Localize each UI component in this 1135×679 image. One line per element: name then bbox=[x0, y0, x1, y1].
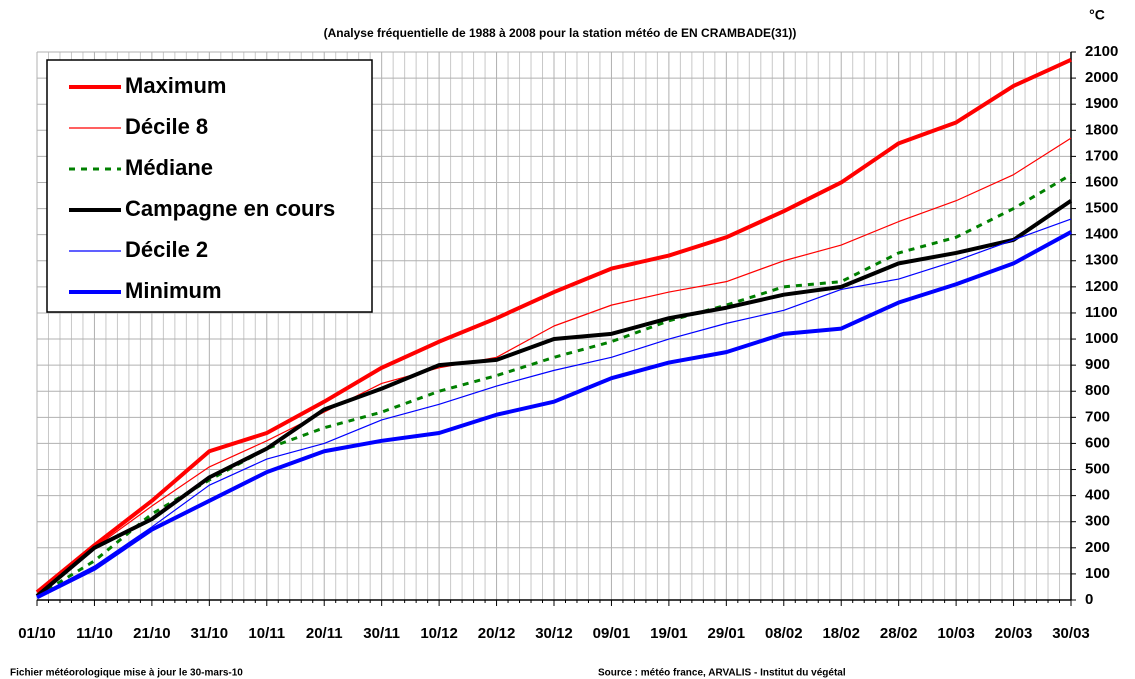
legend-label: Décile 2 bbox=[125, 237, 208, 262]
y-tick-label: 1000 bbox=[1085, 330, 1118, 347]
x-tick-label: 19/01 bbox=[650, 625, 688, 642]
series-line bbox=[36, 173, 1072, 598]
series-line bbox=[35, 199, 1073, 598]
y-tick-label: 700 bbox=[1085, 408, 1110, 425]
series-line bbox=[36, 230, 1072, 600]
x-tick-label: 20/03 bbox=[995, 625, 1033, 642]
x-tick-label: 21/10 bbox=[133, 625, 171, 642]
x-tick-label: 08/02 bbox=[765, 625, 803, 642]
y-tick-label: 1200 bbox=[1085, 278, 1118, 295]
y-tick-label: 400 bbox=[1085, 487, 1110, 504]
y-tick-label: 1700 bbox=[1085, 147, 1118, 164]
x-tick-label: 30/11 bbox=[363, 625, 400, 642]
x-tick-label: 20/11 bbox=[306, 625, 343, 642]
y-tick-label: 2000 bbox=[1085, 69, 1118, 86]
x-tick-label: 29/01 bbox=[708, 625, 746, 642]
y-tick-label: 1800 bbox=[1085, 121, 1118, 138]
legend-label: Maximum bbox=[125, 73, 226, 98]
y-tick-label: 100 bbox=[1085, 565, 1110, 582]
x-tick-label: 18/02 bbox=[822, 625, 860, 642]
x-tick-label: 01/10 bbox=[18, 625, 56, 642]
y-tick-label: 200 bbox=[1085, 539, 1110, 556]
y-tick-label: 800 bbox=[1085, 382, 1110, 399]
legend-label: Décile 8 bbox=[125, 114, 208, 139]
chart-subtitle: (Analyse fréquentielle de 1988 à 2008 po… bbox=[324, 26, 797, 40]
x-tick-label: 09/01 bbox=[593, 625, 631, 642]
footer-left: Fichier météorologique mise à jour le 30… bbox=[10, 668, 243, 679]
x-tick-label: 11/10 bbox=[76, 625, 113, 642]
x-tick-label: 31/10 bbox=[191, 625, 229, 642]
y-tick-label: 600 bbox=[1085, 434, 1110, 451]
y-tick-label: 1500 bbox=[1085, 200, 1118, 217]
y-tick-label: 1900 bbox=[1085, 95, 1118, 112]
y-unit: °C bbox=[1089, 7, 1105, 23]
y-tick-label: 1300 bbox=[1085, 252, 1118, 269]
footer-right: Source : météo france, ARVALIS - Institu… bbox=[598, 668, 846, 679]
y-tick-label: 900 bbox=[1085, 356, 1110, 373]
series-line bbox=[36, 218, 1072, 597]
legend-label: Médiane bbox=[125, 155, 213, 180]
x-tick-label: 28/02 bbox=[880, 625, 918, 642]
y-tick-label: 1100 bbox=[1085, 304, 1118, 321]
x-tick-label: 10/12 bbox=[420, 625, 458, 642]
x-tick-label: 10/03 bbox=[937, 625, 975, 642]
x-tick-label: 20/12 bbox=[478, 625, 516, 642]
x-tick-label: 30/12 bbox=[535, 625, 573, 642]
y-tick-label: 0 bbox=[1085, 591, 1093, 608]
legend-label: Campagne en cours bbox=[125, 196, 335, 221]
x-tick-label: 10/11 bbox=[248, 625, 285, 642]
x-tick-label: 30/03 bbox=[1052, 625, 1090, 642]
legend-box bbox=[46, 59, 373, 313]
y-tick-label: 500 bbox=[1085, 460, 1110, 477]
series-line bbox=[35, 58, 1072, 594]
y-tick-label: 1600 bbox=[1085, 173, 1118, 190]
series-line bbox=[36, 137, 1072, 596]
legend-label: Minimum bbox=[125, 278, 222, 303]
y-tick-label: 2100 bbox=[1085, 43, 1118, 60]
y-tick-label: 300 bbox=[1085, 513, 1110, 530]
y-tick-label: 1400 bbox=[1085, 226, 1118, 243]
